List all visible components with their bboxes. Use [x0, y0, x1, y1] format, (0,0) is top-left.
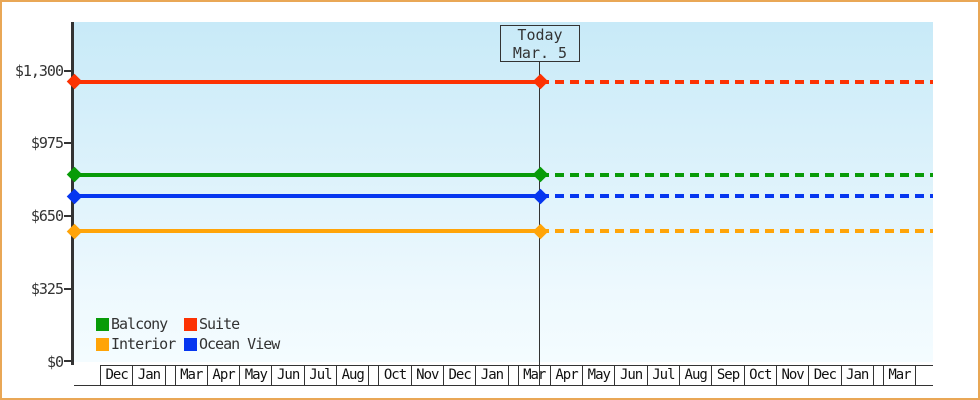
today-marker-line: [539, 61, 540, 385]
x-axis-month-empty: [164, 365, 175, 385]
legend-swatch-icon: [184, 337, 197, 351]
price-line-balcony-future: [540, 172, 933, 177]
price-line-ocean-view-future: [540, 194, 933, 199]
x-axis-month-mar: Mar: [174, 365, 207, 385]
y-tick: [64, 142, 73, 144]
x-axis-month-empty: [915, 365, 934, 385]
today-annotation-box: Today Mar. 5: [500, 25, 580, 62]
legend-label: Balcony: [111, 315, 168, 333]
x-axis-month-may: May: [239, 365, 272, 385]
price-line-balcony-past: [74, 172, 540, 177]
legend-item-suite: Suite: [184, 315, 240, 333]
y-axis-label: $1,300: [14, 62, 64, 80]
x-axis-month-empty: [507, 365, 518, 385]
x-axis-month-jun: Jun: [271, 365, 304, 385]
plot-area: [74, 22, 933, 362]
legend-label: Ocean View: [199, 335, 280, 353]
legend-swatch-icon: [96, 317, 109, 331]
x-axis-month-nov: Nov: [410, 365, 443, 385]
x-axis-month-empty: [368, 365, 379, 385]
x-axis-month-aug: Aug: [679, 365, 712, 385]
price-line-interior-past: [74, 229, 540, 234]
x-axis-month-sep: Sep: [711, 365, 744, 385]
x-axis-month-strip: Dec Jan Mar Apr May Jun Jul Aug Oct Nov Dec Jan Mar A…: [74, 365, 934, 386]
price-line-interior-future: [540, 229, 933, 234]
y-tick: [64, 70, 73, 72]
today-label: Today: [517, 25, 563, 44]
y-axis-label: $0: [46, 353, 64, 371]
legend-row: Balcony Suite: [96, 314, 279, 334]
legend: Balcony Suite Interior Ocean View: [96, 314, 280, 354]
x-axis-month-jan: Jan: [132, 365, 165, 385]
x-axis-month-oct: Oct: [743, 365, 776, 385]
x-axis-month-mar: Mar: [517, 365, 550, 385]
x-axis-month-empty: [74, 365, 100, 385]
legend-label: Suite: [199, 315, 240, 333]
x-axis-month-jan: Jan: [840, 365, 873, 385]
x-axis-month-jan: Jan: [475, 365, 508, 385]
legend-item-ocean-view: Ocean View: [184, 335, 280, 353]
x-axis-month-nov: Nov: [775, 365, 809, 385]
x-axis-month-oct: Oct: [378, 365, 411, 385]
y-axis-label: $325: [30, 280, 64, 298]
x-axis-month-jul: Jul: [303, 365, 337, 385]
y-tick: [64, 288, 73, 290]
x-axis-month-jul: Jul: [646, 365, 680, 385]
legend-row: Interior Ocean View: [96, 334, 280, 354]
x-axis-month-apr: Apr: [206, 365, 240, 385]
x-axis-month-empty: [872, 365, 883, 385]
legend-swatch-icon: [96, 337, 109, 351]
y-axis-label: $650: [30, 207, 64, 225]
x-axis-month-dec: Dec: [442, 365, 476, 385]
legend-item-balcony: Balcony: [96, 315, 184, 333]
today-date: Mar. 5: [512, 43, 568, 62]
legend-swatch-icon: [184, 317, 197, 331]
y-tick: [64, 360, 73, 362]
x-axis-month-aug: Aug: [336, 365, 369, 385]
price-line-ocean-view-past: [74, 194, 540, 199]
price-line-suite-future: [540, 79, 933, 84]
x-axis-month-may: May: [582, 365, 615, 385]
x-axis-month-dec: Dec: [100, 365, 133, 385]
x-axis-month-apr: Apr: [549, 365, 583, 385]
x-axis-month-dec: Dec: [808, 365, 841, 385]
y-axis-label: $975: [30, 134, 64, 152]
price-line-suite-past: [74, 79, 540, 84]
x-axis-month-jun: Jun: [614, 365, 647, 385]
legend-label: Interior: [111, 335, 176, 353]
x-axis-month-mar: Mar: [882, 365, 916, 385]
legend-item-interior: Interior: [96, 335, 184, 353]
y-tick: [64, 215, 73, 217]
